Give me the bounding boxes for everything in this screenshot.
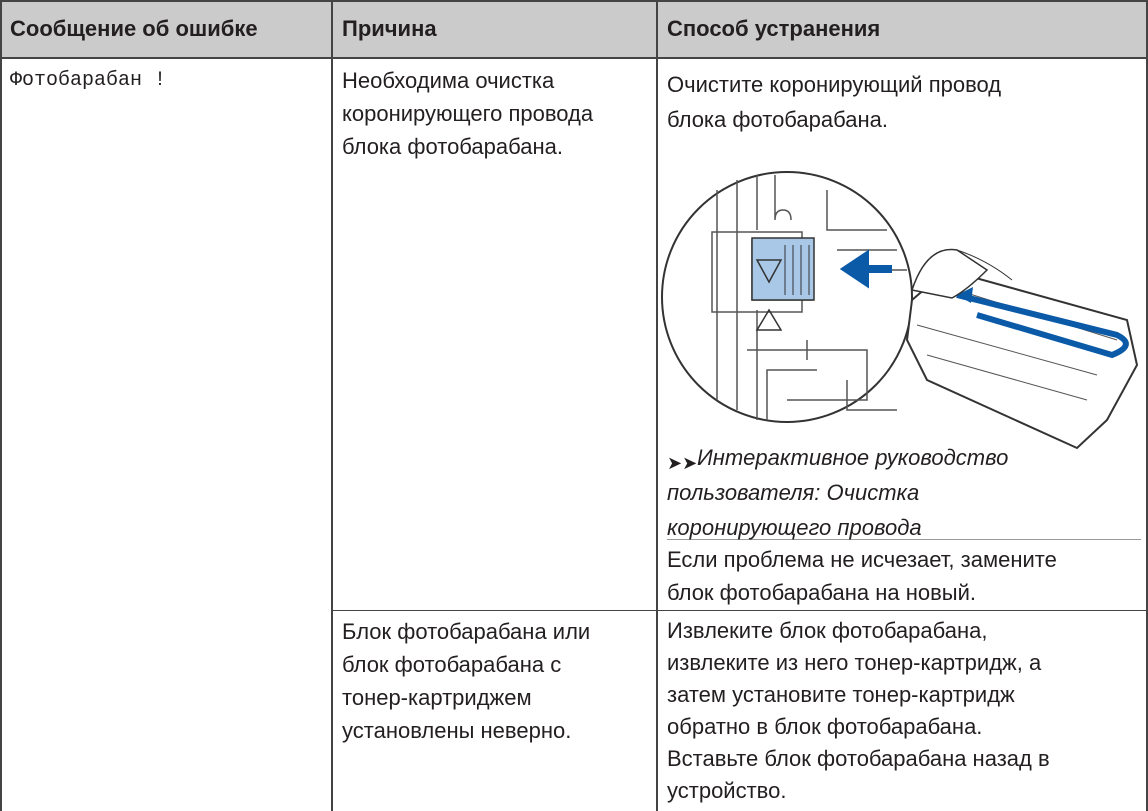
solution-line: обратно в блок фотобарабана.: [667, 714, 983, 739]
guide-link-line: коронирующего провода: [667, 515, 922, 540]
cause-line: Необходима очистка: [342, 68, 555, 93]
arrow-icon: ➤➤: [667, 453, 698, 473]
border: [1146, 0, 1148, 811]
border: [0, 0, 2, 811]
solution-line: Вставьте блок фотобарабана назад в: [667, 746, 1050, 771]
solution-line: Очистите коронирующий провод: [667, 72, 1002, 97]
cause-line: тонер-картриджем: [342, 685, 532, 710]
solution-line: затем установите тонер-картридж: [667, 682, 1015, 707]
header-bg: [0, 0, 1148, 58]
illustration: [661, 171, 1139, 450]
note-line: блок фотобарабана на новый.: [667, 580, 976, 605]
guide-link-line: пользователя: Очистка: [667, 480, 920, 505]
note-line: Если проблема не исчезает, замените: [667, 547, 1057, 572]
header-cell: Сообщение об ошибке: [10, 16, 258, 41]
solution-line: блока фотобарабана.: [667, 107, 888, 132]
border: [656, 0, 658, 811]
border: [0, 57, 1148, 59]
border: [332, 610, 1148, 611]
cause-line: Блок фотобарабана или: [342, 619, 591, 644]
solution-line: Извлеките блок фотобарабана,: [667, 618, 988, 643]
solution-line: устройство.: [667, 778, 787, 803]
solution-line: извлеките из него тонер-картридж, а: [667, 650, 1042, 675]
cause-line: блок фотобарабана с: [342, 652, 562, 677]
header-cell: Способ устранения: [667, 16, 881, 41]
border: [331, 0, 333, 811]
error-message: Фотобарабан !: [10, 69, 167, 92]
cause-line: блока фотобарабана.: [342, 134, 563, 159]
border: [0, 0, 1148, 2]
header-cell: Причина: [342, 16, 437, 41]
guide-link-line: Интерактивное руководство: [697, 445, 1009, 470]
separator: [667, 539, 1141, 540]
cause-line: установлены неверно.: [342, 718, 572, 743]
cause-line: коронирующего провода: [342, 101, 594, 126]
